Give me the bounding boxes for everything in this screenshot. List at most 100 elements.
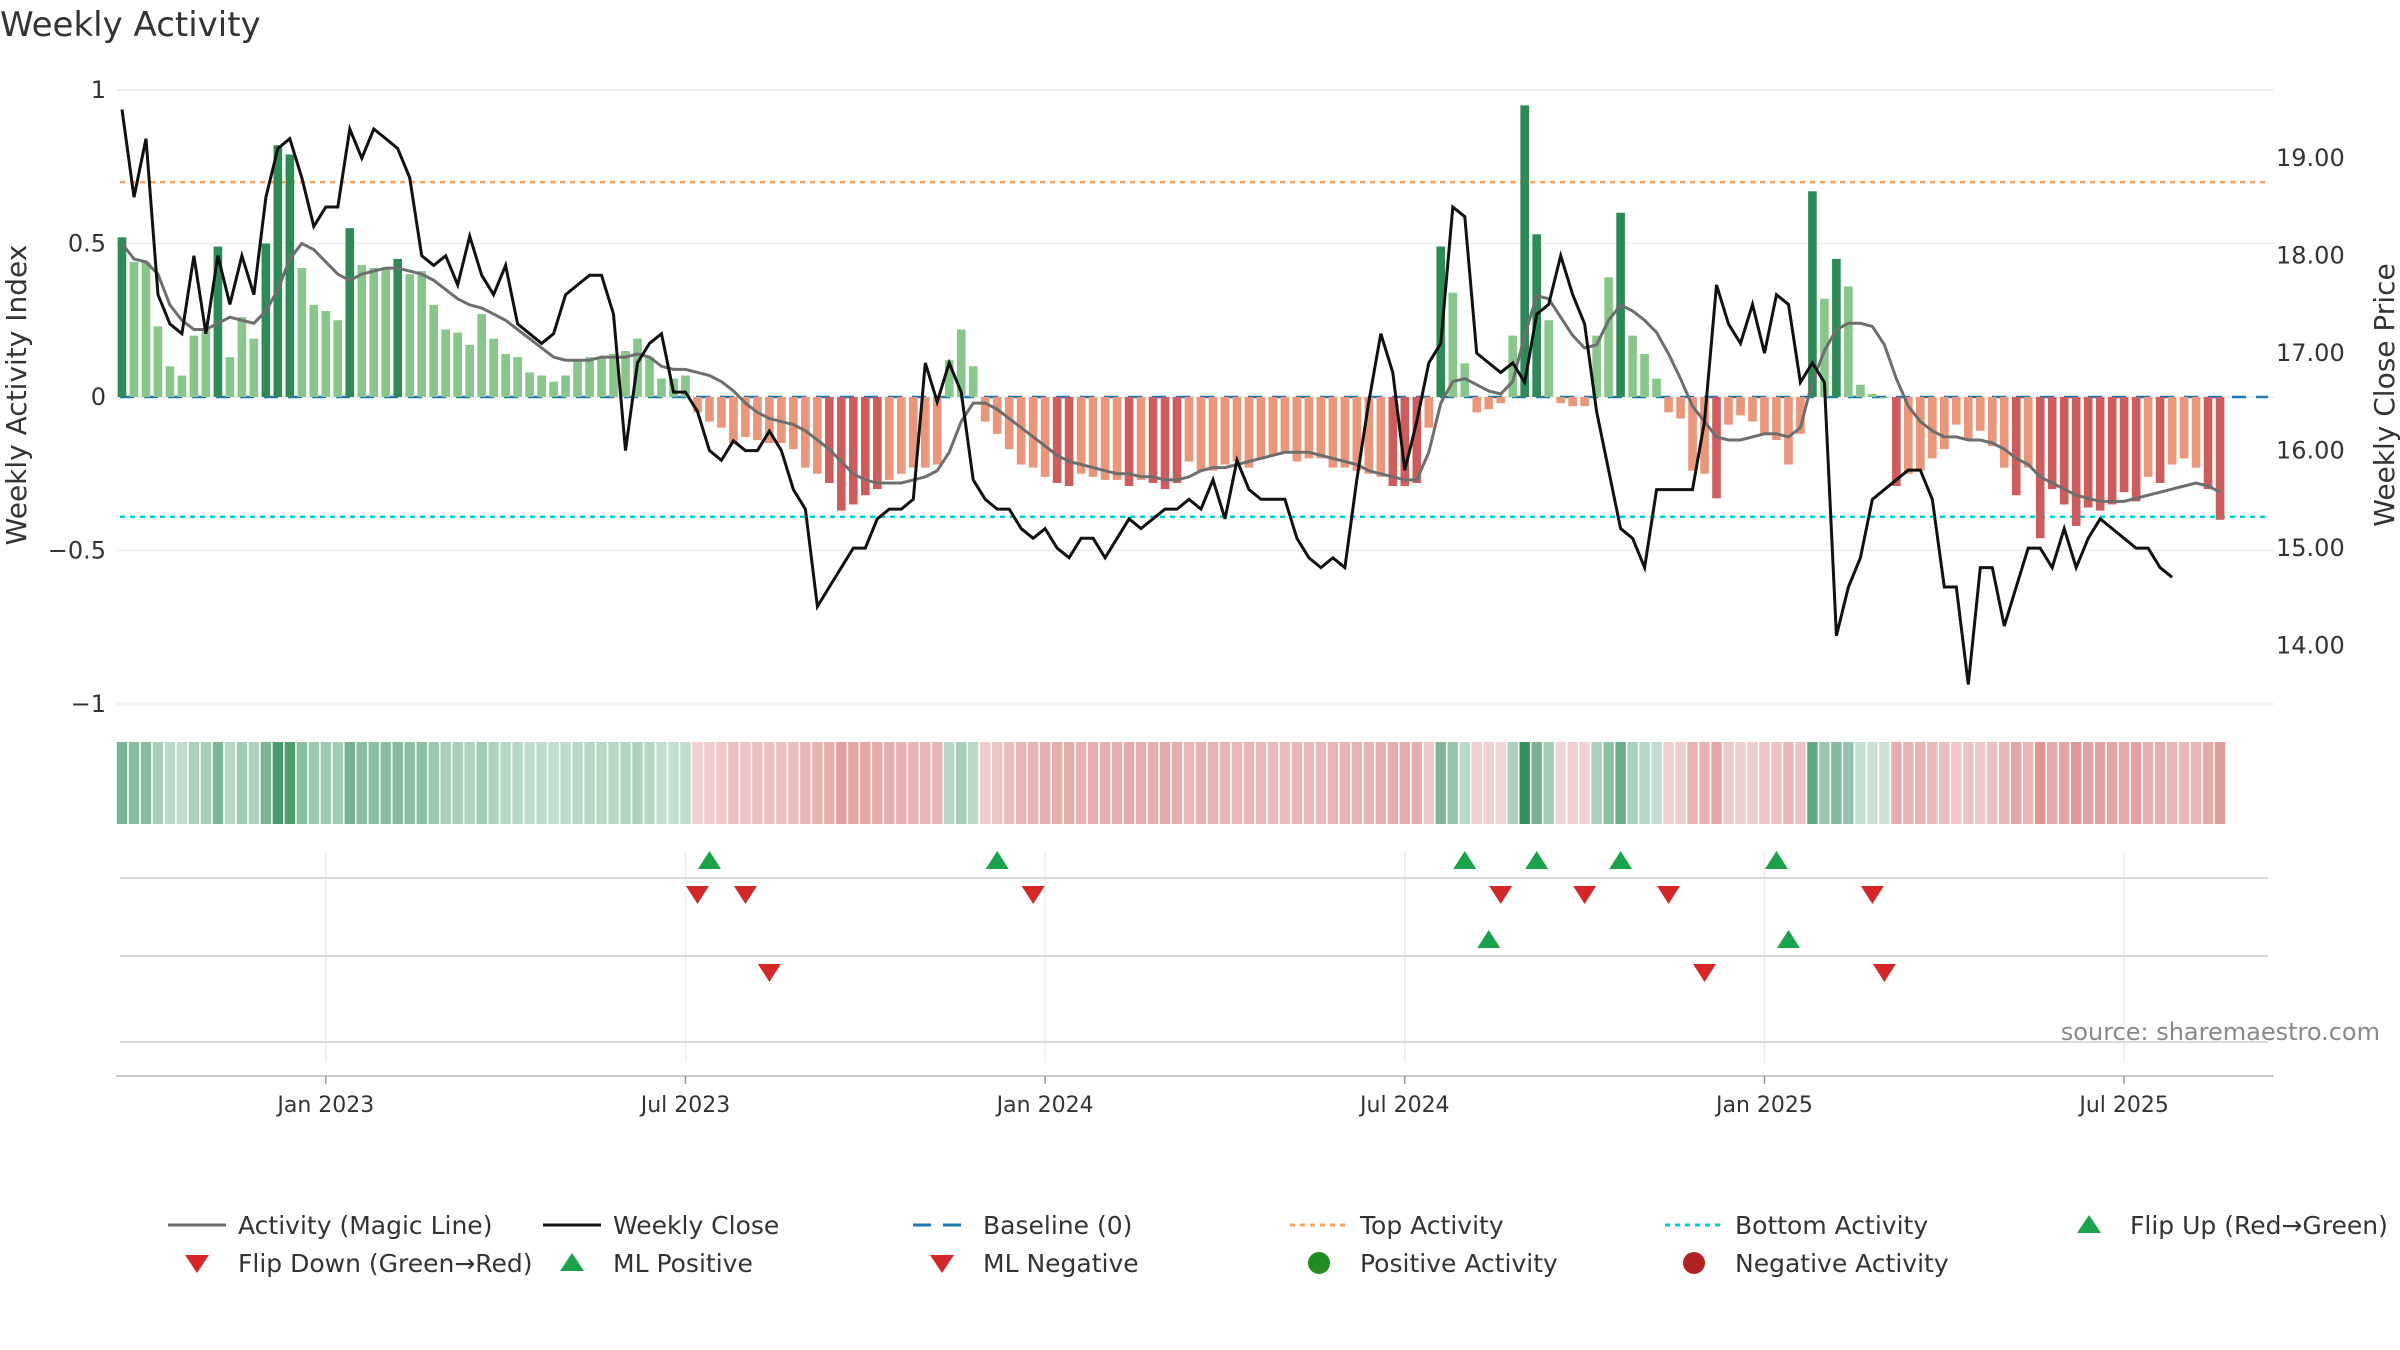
- activity-bar: [1196, 397, 1206, 471]
- ml-positive-marker: [1776, 930, 1800, 948]
- heat-cell: [1123, 742, 1135, 824]
- heat-cell: [1087, 742, 1099, 824]
- heat-cell: [1291, 742, 1303, 824]
- flip-down-marker: [733, 886, 757, 904]
- activity-bar: [381, 268, 391, 397]
- heat-cell: [632, 742, 643, 824]
- activity-bar: [1496, 397, 1506, 404]
- heat-cell: [404, 742, 415, 824]
- heat-cell: [1579, 742, 1590, 824]
- heat-cell: [1387, 742, 1399, 824]
- flip-down-marker: [1573, 886, 1597, 904]
- heat-cell: [668, 742, 679, 824]
- heat-cell: [596, 742, 607, 824]
- heat-cell: [1663, 742, 1674, 824]
- legend: Activity (Magic Line) Weekly Close Baselin…: [168, 1211, 2388, 1278]
- heat-cell: [1459, 742, 1470, 824]
- heat-cell: [560, 742, 571, 824]
- legend-label: Flip Down (Green→Red): [238, 1249, 533, 1278]
- left-tick-label: 1: [91, 76, 106, 104]
- flip-up-marker: [1609, 851, 1633, 869]
- heat-cell: [656, 742, 667, 824]
- activity-bar: [968, 366, 978, 397]
- heat-cell: [1147, 742, 1159, 824]
- activity-bar: [2167, 397, 2177, 465]
- heat-cell: [704, 742, 715, 824]
- activity-bar: [1652, 378, 1661, 397]
- activity-bar: [549, 381, 558, 397]
- left-tick-label: 0.5: [68, 230, 106, 258]
- activity-bar: [1316, 397, 1326, 459]
- heat-cell: [1819, 742, 1830, 824]
- activity-bar: [201, 329, 211, 397]
- activity-bar: [1244, 397, 1254, 468]
- magic-line-series: [120, 241, 2221, 503]
- activity-bar: [1160, 397, 1170, 490]
- ml-negative-marker: [1872, 964, 1896, 982]
- x-tick-label: Jul 2025: [2077, 1093, 2169, 1118]
- heat-cell: [1831, 742, 1842, 824]
- heat-cell: [1999, 742, 2010, 824]
- heat-cell: [740, 742, 751, 824]
- activity-bar: [849, 397, 858, 505]
- heat-cell: [1735, 742, 1746, 824]
- activity-bar: [129, 261, 139, 397]
- heat-cell: [980, 742, 991, 824]
- heat-cell: [1891, 742, 1902, 824]
- heat-cell: [608, 742, 619, 824]
- activity-bar: [2023, 397, 2033, 468]
- left-tick-label: −1: [71, 690, 106, 718]
- activity-bar: [621, 350, 630, 397]
- heat-cell: [1783, 742, 1794, 824]
- activity-bar: [1412, 397, 1422, 483]
- activity-bar: [1148, 397, 1158, 483]
- activity-bar: [1892, 397, 1901, 487]
- activity-bar: [980, 397, 990, 422]
- weekly-close-series: [120, 109, 2174, 685]
- right-tick-label: 14.00: [2276, 632, 2345, 660]
- activity-bar: [1556, 397, 1565, 404]
- heat-cell: [500, 742, 511, 824]
- activity-bar: [1520, 105, 1530, 397]
- activity-bar: [1040, 397, 1050, 477]
- activity-bar: [1280, 397, 1290, 453]
- heat-cell: [260, 742, 272, 824]
- heat-cell: [1843, 742, 1854, 824]
- heat-cell: [1747, 742, 1758, 824]
- heat-cell: [1567, 742, 1578, 824]
- activity-bar: [369, 268, 379, 397]
- activity-bar: [357, 264, 367, 397]
- heat-cell: [644, 742, 655, 824]
- heat-cell: [2118, 742, 2130, 824]
- activity-bar: [2203, 397, 2213, 490]
- heat-cell: [944, 742, 955, 824]
- activity-bar: [345, 228, 355, 397]
- activity-bar: [1052, 397, 1062, 483]
- activity-bar: [1868, 393, 1877, 397]
- heat-cell: [2070, 742, 2082, 824]
- activity-bar: [1172, 397, 1182, 483]
- heat-cell: [728, 742, 739, 824]
- heat-cell: [2023, 742, 2034, 824]
- right-axis-ticks: 19.00 18.00 17.00 16.00 15.00 14.00: [2276, 144, 2345, 659]
- activity-bar: [1472, 397, 1482, 413]
- heat-cell: [1723, 742, 1734, 824]
- heat-cell: [1951, 742, 1962, 824]
- right-tick-label: 18.00: [2276, 242, 2345, 270]
- heat-cell: [164, 742, 176, 824]
- heat-cell: [128, 742, 140, 824]
- heat-cell: [1219, 742, 1231, 824]
- activity-bar: [1688, 397, 1697, 471]
- heat-cell: [1963, 742, 1974, 824]
- activity-bar: [1340, 397, 1350, 468]
- heat-cell: [1507, 742, 1518, 824]
- activity-bar: [1700, 397, 1709, 474]
- activity-bar: [117, 237, 127, 397]
- heat-cell: [296, 742, 308, 824]
- activity-bar: [417, 271, 427, 397]
- heat-cell: [2190, 742, 2202, 824]
- heat-cell: [872, 742, 883, 824]
- heat-cell: [176, 742, 188, 824]
- heat-cell: [416, 742, 427, 824]
- activity-bar: [261, 243, 271, 397]
